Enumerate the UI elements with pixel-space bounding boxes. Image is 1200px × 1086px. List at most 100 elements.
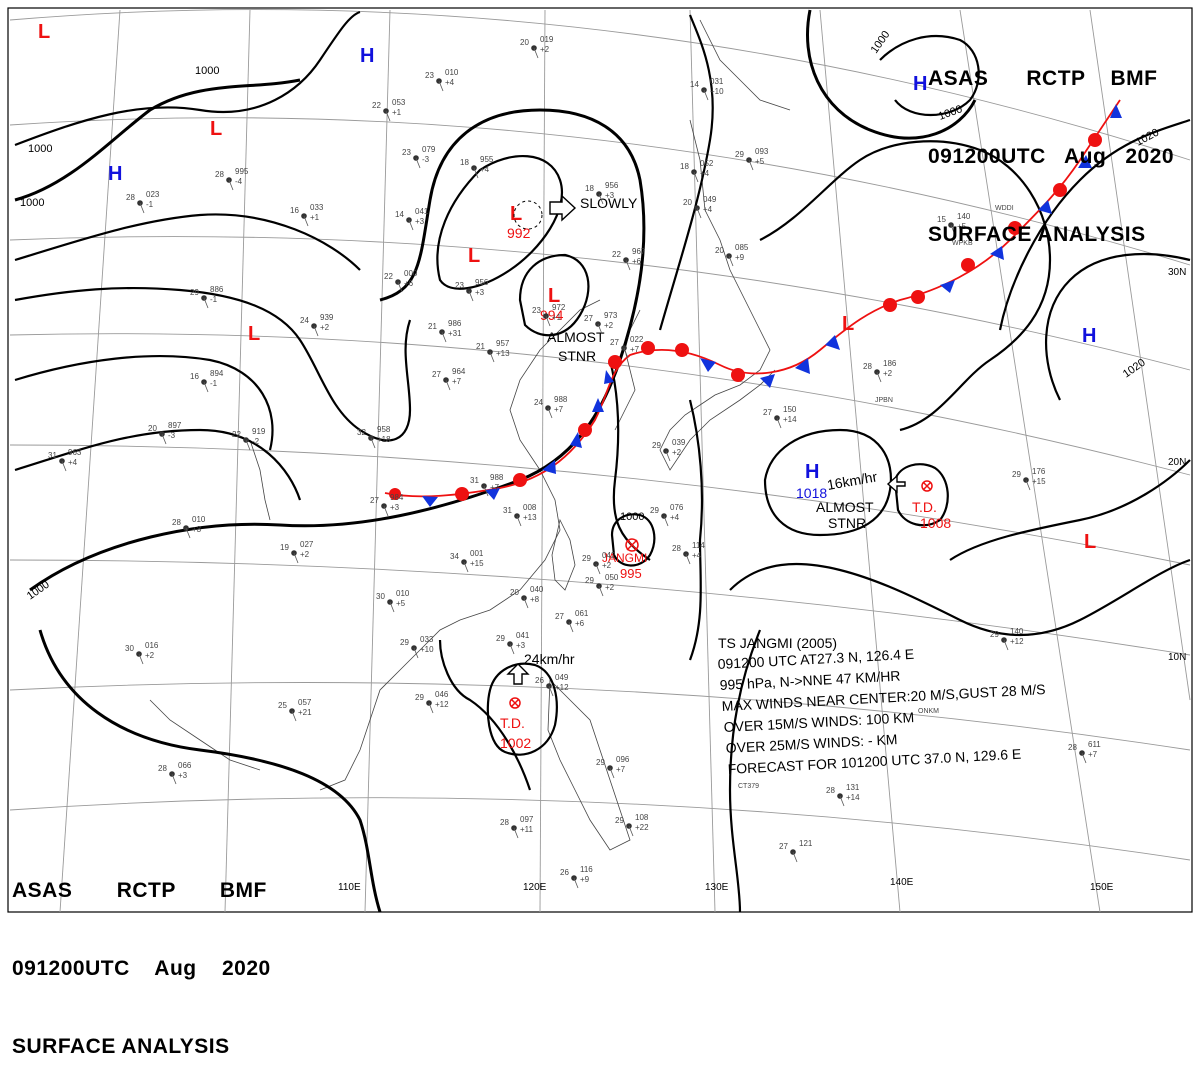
sakhalin-coast xyxy=(699,19,791,111)
wind-barb xyxy=(245,439,251,451)
station-temp: 28 xyxy=(126,193,135,202)
front-cold-triangle xyxy=(795,358,810,374)
station-pressure: 049 xyxy=(703,195,717,204)
station-temp: 29 xyxy=(496,634,505,643)
station-temp: 27 xyxy=(555,612,564,621)
front-warm-bulge xyxy=(1053,183,1067,197)
high-pressure-symbol: H xyxy=(805,461,819,483)
isobar-label: 1000 xyxy=(620,511,644,523)
wind-barb xyxy=(595,563,601,575)
station-temp: 22 xyxy=(372,101,381,110)
station-temp: 16 xyxy=(190,372,199,381)
wind-barb xyxy=(547,407,553,419)
front-warm-bulges xyxy=(389,133,1102,501)
station-pressure: 076 xyxy=(670,503,684,512)
station-tendency: +4 xyxy=(700,169,710,178)
station-plot: 24 988+7 xyxy=(534,395,568,419)
title: SURFACE ANALYSIS xyxy=(928,223,1146,246)
station-tendency: +14 xyxy=(846,793,860,802)
station-pressure: 093 xyxy=(755,147,769,156)
station-plot: 29 041+3 xyxy=(496,631,530,655)
station-temp: 18 xyxy=(680,162,689,171)
front-warm-bulge xyxy=(1088,133,1102,147)
typhoon-symbol-cross xyxy=(626,539,638,551)
station-plot: 32 958+18 xyxy=(357,425,391,449)
isobar-ne-1 xyxy=(759,140,1052,432)
motion-speed-td: 24km/hr xyxy=(524,651,575,667)
station-pressure: 611 xyxy=(1088,740,1101,749)
station-tendency: +4 xyxy=(703,205,713,214)
front-cold-triangle xyxy=(604,370,614,384)
station-plot: 14 031+10 xyxy=(690,77,724,101)
wind-barb xyxy=(203,297,209,309)
front-warm-bulge xyxy=(455,487,469,501)
isobar-jangmi xyxy=(610,513,656,567)
station-plot: 28 114+4 xyxy=(672,541,705,565)
low-992-label: 992 xyxy=(507,225,531,241)
low-pressure-symbol: L xyxy=(38,21,50,43)
wind-barb xyxy=(291,710,297,722)
station-temp: 20 xyxy=(520,38,529,47)
front-warm-bulge xyxy=(641,341,655,355)
station-plot: 29 033+10 xyxy=(400,635,434,659)
station-pressure: 096 xyxy=(616,755,630,764)
station-pressure: 967 xyxy=(632,247,646,256)
station-tendency: +2 xyxy=(300,550,310,559)
isobar-label: 1000 xyxy=(195,65,219,77)
station-pressure: 008 xyxy=(523,503,537,512)
station-tendency: +14 xyxy=(783,415,797,424)
isobar-994-closed xyxy=(518,253,590,337)
station-pressure: 956 xyxy=(605,181,619,190)
isobar-td-1002 xyxy=(486,662,558,756)
station: RCTP xyxy=(1026,67,1086,90)
isobar-se-1 xyxy=(729,558,1191,637)
station-pressure: 046 xyxy=(435,690,449,699)
station-temp: 24 xyxy=(534,398,543,407)
station-pressure: 033 xyxy=(420,635,434,644)
wind-barb xyxy=(625,259,631,271)
station-tendency: +7 xyxy=(616,765,626,774)
station-temp: 29 xyxy=(190,288,199,297)
station-temp: 26 xyxy=(560,868,569,877)
station-tendency: -1 xyxy=(146,200,154,209)
wind-barb xyxy=(473,167,479,179)
wind-barb xyxy=(628,825,634,837)
station-tendency: +3 xyxy=(390,503,400,512)
station-tendency: +6 xyxy=(404,279,414,288)
station-plot: 20 040+8 xyxy=(510,585,544,609)
tropical-symbols xyxy=(509,480,933,709)
isobar-se-2 xyxy=(728,629,762,913)
station-pressure: 019 xyxy=(540,35,554,44)
motion-almost-1: ALMOST xyxy=(547,329,605,345)
isobar-label: 1000 xyxy=(20,197,44,209)
station-id: WPKB xyxy=(952,240,973,247)
station-plot: 34 001+15 xyxy=(450,549,484,573)
motion-stnr-1: STNR xyxy=(558,348,596,364)
station-pressure: 053 xyxy=(392,98,406,107)
wind-barb xyxy=(623,347,629,359)
low-pressure-symbol: L xyxy=(510,203,522,225)
station-tendency: +12 xyxy=(555,683,569,692)
station-temp: 31 xyxy=(470,476,479,485)
front-cold-triangle xyxy=(592,398,604,412)
station-pressure: 131 xyxy=(846,783,860,792)
station-temp: 28 xyxy=(826,786,835,795)
wind-barb xyxy=(203,381,209,393)
station-pressure: 066 xyxy=(178,761,192,770)
isobar-w-3 xyxy=(14,286,412,442)
station-temp: 27 xyxy=(779,842,788,851)
station-tendency: -2 xyxy=(252,437,260,446)
td-1002-name: T.D. xyxy=(500,715,525,731)
station-plot: 26 049+12 xyxy=(535,673,569,697)
station-temp: 28 xyxy=(500,818,509,827)
wind-barb xyxy=(293,552,299,564)
wind-barb xyxy=(138,653,144,665)
front-warm-bulge xyxy=(389,488,401,500)
station-plot: 22 053+1 xyxy=(372,98,406,122)
station-pressure: 000 xyxy=(404,269,418,278)
parallel-50n xyxy=(9,9,1191,161)
front-cold-triangle xyxy=(700,358,716,372)
station-tendency: +31 xyxy=(448,329,462,338)
station-tendency: +3 xyxy=(192,525,202,534)
month: Aug xyxy=(154,957,197,980)
